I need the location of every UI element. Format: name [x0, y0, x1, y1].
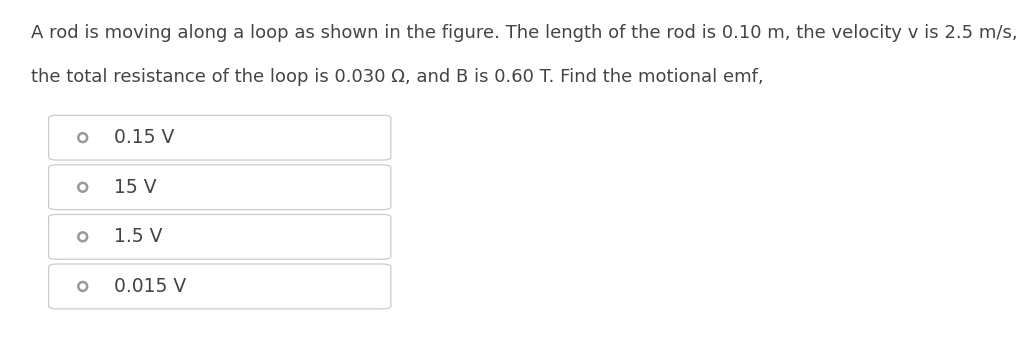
FancyBboxPatch shape [49, 264, 391, 309]
FancyBboxPatch shape [49, 214, 391, 259]
FancyBboxPatch shape [49, 115, 391, 160]
Text: the total resistance of the loop is 0.030 Ω, and B is 0.60 T. Find the motional : the total resistance of the loop is 0.03… [31, 68, 764, 87]
Text: 0.15 V: 0.15 V [114, 128, 174, 147]
Text: A rod is moving along a loop as shown in the figure. The length of the rod is 0.: A rod is moving along a loop as shown in… [31, 24, 1017, 42]
Ellipse shape [79, 282, 87, 291]
Ellipse shape [79, 233, 87, 241]
FancyBboxPatch shape [49, 165, 391, 210]
Ellipse shape [79, 133, 87, 142]
Text: 0.015 V: 0.015 V [114, 277, 186, 296]
Text: 1.5 V: 1.5 V [114, 227, 162, 246]
Text: 15 V: 15 V [114, 178, 156, 197]
Ellipse shape [79, 183, 87, 192]
